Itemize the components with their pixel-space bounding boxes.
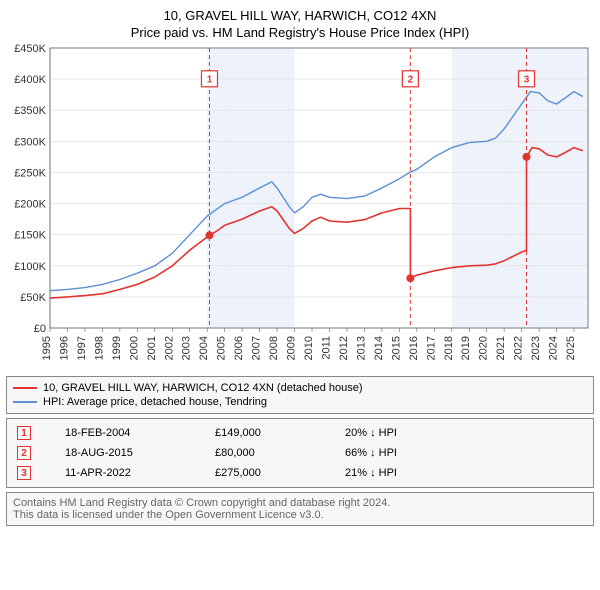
legend-text: HPI: Average price, detached house, Tend… [43,396,267,408]
svg-text:1997: 1997 [76,336,88,360]
svg-text:2003: 2003 [181,336,193,360]
svg-text:£100K: £100K [14,261,46,273]
svg-text:2017: 2017 [425,336,437,360]
svg-text:2006: 2006 [233,336,245,360]
svg-text:2005: 2005 [216,336,228,360]
svg-text:2022: 2022 [513,336,525,360]
sale-marker-badge: 1 [17,426,31,440]
svg-text:2008: 2008 [268,336,280,360]
sale-date: 11-APR-2022 [61,463,211,483]
footer: Contains HM Land Registry data © Crown c… [6,492,594,526]
svg-text:£350K: £350K [14,105,46,117]
svg-text:1: 1 [207,74,213,85]
svg-text:£450K: £450K [14,43,46,55]
svg-text:£250K: £250K [14,167,46,179]
svg-text:2016: 2016 [408,336,420,360]
svg-text:2015: 2015 [390,336,402,360]
sales-row: 1 18-FEB-2004£149,00020% ↓ HPI [13,423,587,443]
legend: 10, GRAVEL HILL WAY, HARWICH, CO12 4XN (… [6,376,594,414]
svg-text:2012: 2012 [338,336,350,360]
legend-swatch [13,401,37,403]
sales-row: 2 18-AUG-2015£80,00066% ↓ HPI [13,443,587,463]
svg-text:2014: 2014 [373,336,385,360]
svg-text:2011: 2011 [320,336,332,360]
sales-table: 1 18-FEB-2004£149,00020% ↓ HPI 2 18-AUG-201… [6,418,594,488]
svg-text:2007: 2007 [251,336,263,360]
svg-text:1996: 1996 [58,336,70,360]
svg-text:£400K: £400K [14,74,46,86]
svg-text:1999: 1999 [111,336,123,360]
svg-text:2002: 2002 [163,336,175,360]
svg-text:2009: 2009 [286,336,298,360]
svg-text:2021: 2021 [495,336,507,360]
svg-text:1995: 1995 [41,336,53,360]
svg-text:2004: 2004 [198,336,210,360]
chart-svg: £0 £50K £100K £150K £200K £250K £300K £350K £400… [6,42,594,372]
svg-text:2025: 2025 [565,336,577,360]
svg-text:3: 3 [524,74,530,85]
svg-text:2010: 2010 [303,336,315,360]
svg-text:2000: 2000 [128,336,140,360]
footer-line-1: Contains HM Land Registry data © Crown c… [13,497,587,509]
svg-text:£50K: £50K [20,292,46,304]
legend-row: 10, GRAVEL HILL WAY, HARWICH, CO12 4XN (… [13,381,587,395]
legend-row: HPI: Average price, detached house, Tend… [13,395,587,409]
svg-text:£150K: £150K [14,230,46,242]
svg-text:2019: 2019 [460,336,472,360]
title-line-2: Price paid vs. HM Land Registry's House … [6,25,594,40]
title-block: 10, GRAVEL HILL WAY, HARWICH, CO12 4XN P… [6,8,594,40]
sale-date: 18-FEB-2004 [61,423,211,443]
sales-row: 3 11-APR-2022£275,00021% ↓ HPI [13,463,587,483]
chart: £0 £50K £100K £150K £200K £250K £300K £350K £400… [6,42,594,372]
svg-text:2024: 2024 [548,336,560,360]
legend-swatch [13,387,37,389]
svg-text:2: 2 [408,74,414,85]
sale-marker-badge: 3 [17,466,31,480]
legend-text: 10, GRAVEL HILL WAY, HARWICH, CO12 4XN (… [43,382,363,394]
sale-price: £149,000 [211,423,341,443]
sale-date: 18-AUG-2015 [61,443,211,463]
svg-text:2018: 2018 [443,336,455,360]
svg-text:2023: 2023 [530,336,542,360]
sale-delta: 20% ↓ HPI [341,423,587,443]
svg-text:£0: £0 [34,323,46,335]
svg-text:2001: 2001 [146,336,158,360]
sale-price: £275,000 [211,463,341,483]
svg-text:2013: 2013 [355,336,367,360]
sale-delta: 21% ↓ HPI [341,463,587,483]
footer-line-2: This data is licensed under the Open Gov… [13,509,587,521]
sale-price: £80,000 [211,443,341,463]
sale-delta: 66% ↓ HPI [341,443,587,463]
svg-text:£200K: £200K [14,199,46,211]
svg-text:£300K: £300K [14,136,46,148]
svg-text:2020: 2020 [478,336,490,360]
title-line-1: 10, GRAVEL HILL WAY, HARWICH, CO12 4XN [6,8,594,23]
sale-marker-badge: 2 [17,446,31,460]
svg-text:1998: 1998 [93,336,105,360]
